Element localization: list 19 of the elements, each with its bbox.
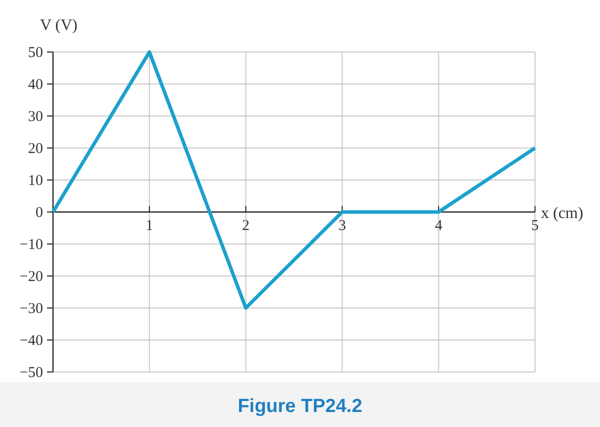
y-tick-label: 30 <box>28 109 43 125</box>
y-tick-label: 40 <box>28 77 43 93</box>
y-axis-title: V (V) <box>40 17 78 34</box>
y-tick-label: 20 <box>28 141 43 157</box>
y-tick-label: −50 <box>20 365 43 381</box>
text: Figure TP24.2 <box>238 396 362 417</box>
y-tick-label: −40 <box>20 333 43 349</box>
y-tick-label: 10 <box>28 173 43 189</box>
y-tick-label: 50 <box>28 45 43 61</box>
y-tick-label: 0 <box>36 205 43 221</box>
y-tick-label: −30 <box>20 301 43 317</box>
x-tick-label: 3 <box>338 218 346 234</box>
y-tick-label: −20 <box>20 269 43 285</box>
x-tick-label: 1 <box>146 218 154 234</box>
x-tick-label: 4 <box>434 218 443 234</box>
x-axis-title: x (cm) <box>541 205 584 222</box>
x-tick-label: 5 <box>531 218 539 234</box>
x-tick-label: 2 <box>242 218 250 234</box>
y-tick-label: −10 <box>20 237 43 253</box>
